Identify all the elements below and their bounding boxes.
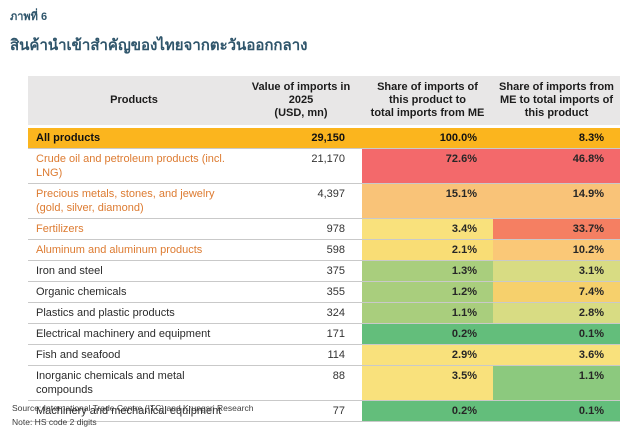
import-value: 171	[240, 323, 362, 345]
share-of-product-imports-cell: 7.4%	[493, 281, 620, 303]
hs-code-note: Note: HS code 2 digits	[12, 417, 97, 427]
column-header-2: Share of imports of this product to tota…	[362, 76, 493, 128]
import-value: 355	[240, 281, 362, 303]
product-name: Plastics and plastic products	[28, 302, 240, 324]
import-value: 4,397	[240, 183, 362, 219]
product-name: Iron and steel	[28, 260, 240, 282]
product-name: Electrical machinery and equipment	[28, 323, 240, 345]
product-name: Fertilizers	[28, 218, 240, 240]
share-of-imports-from-me-cell: 0.2%	[362, 323, 493, 345]
product-name: All products	[28, 126, 240, 149]
product-name: Crude oil and petroleum products (incl. …	[28, 148, 240, 184]
share-of-product-imports-cell: 8.3%	[493, 126, 620, 149]
product-name: Aluminum and aluminum products	[28, 239, 240, 261]
share-of-product-imports-cell: 1.1%	[493, 365, 620, 401]
table-row: Machinery and mechanical equipment 77 0.2%…	[28, 400, 620, 422]
product-name: Inorganic chemicals and metal compounds	[28, 365, 240, 401]
table-row: Iron and steel 375 1.3% 3.1%	[28, 260, 620, 282]
import-value: 375	[240, 260, 362, 282]
share-of-imports-from-me-cell: 15.1%	[362, 183, 493, 219]
import-value: 88	[240, 365, 362, 401]
table-row: Inorganic chemicals and metal compounds 8…	[28, 365, 620, 401]
share-of-product-imports-cell: 3.1%	[493, 260, 620, 282]
share-of-product-imports-cell: 0.1%	[493, 323, 620, 345]
share-of-product-imports-cell: 46.8%	[493, 148, 620, 184]
share-of-product-imports-cell: 14.9%	[493, 183, 620, 219]
table-row: Crude oil and petroleum products (incl. …	[28, 148, 620, 184]
page-title: สินค้านำเข้าสำคัญของไทยจากตะวันออกกลาง	[10, 37, 308, 54]
share-of-product-imports-cell: 0.1%	[493, 400, 620, 422]
share-of-imports-from-me-cell: 3.4%	[362, 218, 493, 240]
product-name: Machinery and mechanical equipment	[28, 400, 240, 422]
import-value: 324	[240, 302, 362, 324]
import-value: 978	[240, 218, 362, 240]
product-name: Organic chemicals	[28, 281, 240, 303]
share-of-imports-from-me-cell: 2.9%	[362, 344, 493, 366]
share-of-imports-from-me-cell: 2.1%	[362, 239, 493, 261]
share-of-product-imports-cell: 3.6%	[493, 344, 620, 366]
table-row: Plastics and plastic products 324 1.1% 2.8%	[28, 302, 620, 324]
table-row: Organic chemicals 355 1.2% 7.4%	[28, 281, 620, 303]
share-of-imports-from-me-cell: 1.3%	[362, 260, 493, 282]
table-row: Electrical machinery and equipment 171 0.2…	[28, 323, 620, 345]
figure-label: ภาพที่ 6	[10, 11, 48, 23]
source-note: Source: International Trade Centre (ITC)…	[12, 403, 254, 413]
share-of-imports-from-me-cell: 3.5%	[362, 365, 493, 401]
product-name: Fish and seafood	[28, 344, 240, 366]
table-row: All products 29,150 100.0% 8.3%	[28, 126, 620, 149]
table-row: Precious metals, stones, and jewelry (go…	[28, 183, 620, 219]
share-of-imports-from-me-cell: 1.1%	[362, 302, 493, 324]
import-value: 21,170	[240, 148, 362, 184]
product-name: Precious metals, stones, and jewelry (go…	[28, 183, 240, 219]
table-header: Products Value of imports in 2025 (USD, m…	[28, 76, 620, 128]
table-row: Fertilizers 978 3.4% 33.7%	[28, 218, 620, 240]
import-value: 77	[240, 400, 362, 422]
share-of-imports-from-me-cell: 100.0%	[362, 126, 493, 149]
import-value: 114	[240, 344, 362, 366]
share-of-product-imports-cell: 10.2%	[493, 239, 620, 261]
column-header-1: Value of imports in 2025 (USD, mn)	[240, 76, 362, 128]
footnote: Source: International Trade Centre (ITC)…	[12, 401, 253, 429]
table-body: All products 29,150 100.0% 8.3% Crude oil an…	[28, 126, 620, 422]
share-of-imports-from-me-cell: 72.6%	[362, 148, 493, 184]
column-header-0: Products	[28, 76, 240, 128]
import-value: 598	[240, 239, 362, 261]
import-value: 29,150	[240, 126, 362, 149]
share-of-product-imports-cell: 33.7%	[493, 218, 620, 240]
share-of-product-imports-cell: 2.8%	[493, 302, 620, 324]
share-of-imports-from-me-cell: 0.2%	[362, 400, 493, 422]
imports-table: Products Value of imports in 2025 (USD, m…	[28, 76, 620, 422]
table-row: Fish and seafood 114 2.9% 3.6%	[28, 344, 620, 366]
column-header-3: Share of imports from ME to total import…	[493, 76, 620, 128]
table-header-row: Products Value of imports in 2025 (USD, m…	[28, 76, 620, 128]
share-of-imports-from-me-cell: 1.2%	[362, 281, 493, 303]
table-row: Aluminum and aluminum products 598 2.1% 10.…	[28, 239, 620, 261]
